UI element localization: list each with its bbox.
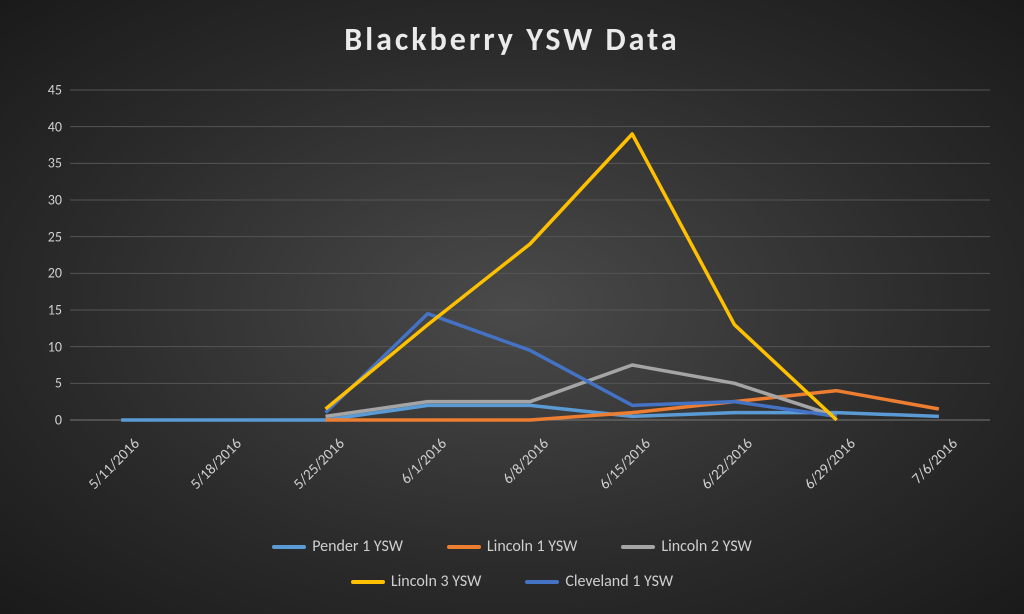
legend-item: Lincoln 2 YSW [621,529,751,564]
y-tick-label: 5 [55,375,70,392]
x-tick-label: 5/25/2016 [279,435,348,504]
y-tick-label: 45 [48,82,70,99]
y-tick-label: 15 [48,302,70,319]
x-tick-label: 6/29/2016 [790,435,859,504]
legend-item: Cleveland 1 YSW [525,564,673,599]
x-tick-label: 6/8/2016 [483,435,552,504]
legend-label: Cleveland 1 YSW [565,572,673,591]
legend-item: Pender 1 YSW [272,529,403,564]
legend-item: Lincoln 1 YSW [447,529,577,564]
y-tick-label: 30 [48,192,70,209]
x-tick-label: 6/22/2016 [688,435,757,504]
x-tick-label: 5/11/2016 [75,435,144,504]
x-tick-label: 6/15/2016 [586,435,655,504]
legend-swatch [621,545,655,549]
legend-label: Lincoln 1 YSW [487,537,577,556]
chart-svg [70,90,990,420]
x-axis: 5/11/2016 5/18/2016 5/25/2016 6/1/2016 6/8/2… [70,425,990,505]
y-tick-label: 35 [48,155,70,172]
y-tick-label: 20 [48,265,70,282]
legend-swatch [525,580,559,584]
x-tick-label: 7/6/2016 [892,435,961,504]
legend-label: Lincoln 3 YSW [391,572,481,591]
legend-label: Lincoln 2 YSW [661,537,751,556]
legend-label: Pender 1 YSW [312,537,403,556]
chart-title: Blackberry YSW Data [0,20,1024,59]
x-tick-label: 6/1/2016 [381,435,450,504]
y-tick-label: 40 [48,118,70,135]
plot-area: 051015202530354045 [70,90,990,420]
legend-swatch [351,580,385,584]
legend: Pender 1 YSW Lincoln 1 YSW Lincoln 2 YSW Li… [140,529,884,599]
legend-swatch [272,545,306,549]
y-tick-label: 25 [48,228,70,245]
x-tick-label: 5/18/2016 [177,435,246,504]
legend-item: Lincoln 3 YSW [351,564,481,599]
y-tick-label: 10 [48,338,70,355]
series-line [326,314,837,417]
legend-swatch [447,545,481,549]
chart-container: Blackberry YSW Data 051015202530354045 5… [0,0,1024,614]
y-tick-label: 0 [55,412,70,429]
